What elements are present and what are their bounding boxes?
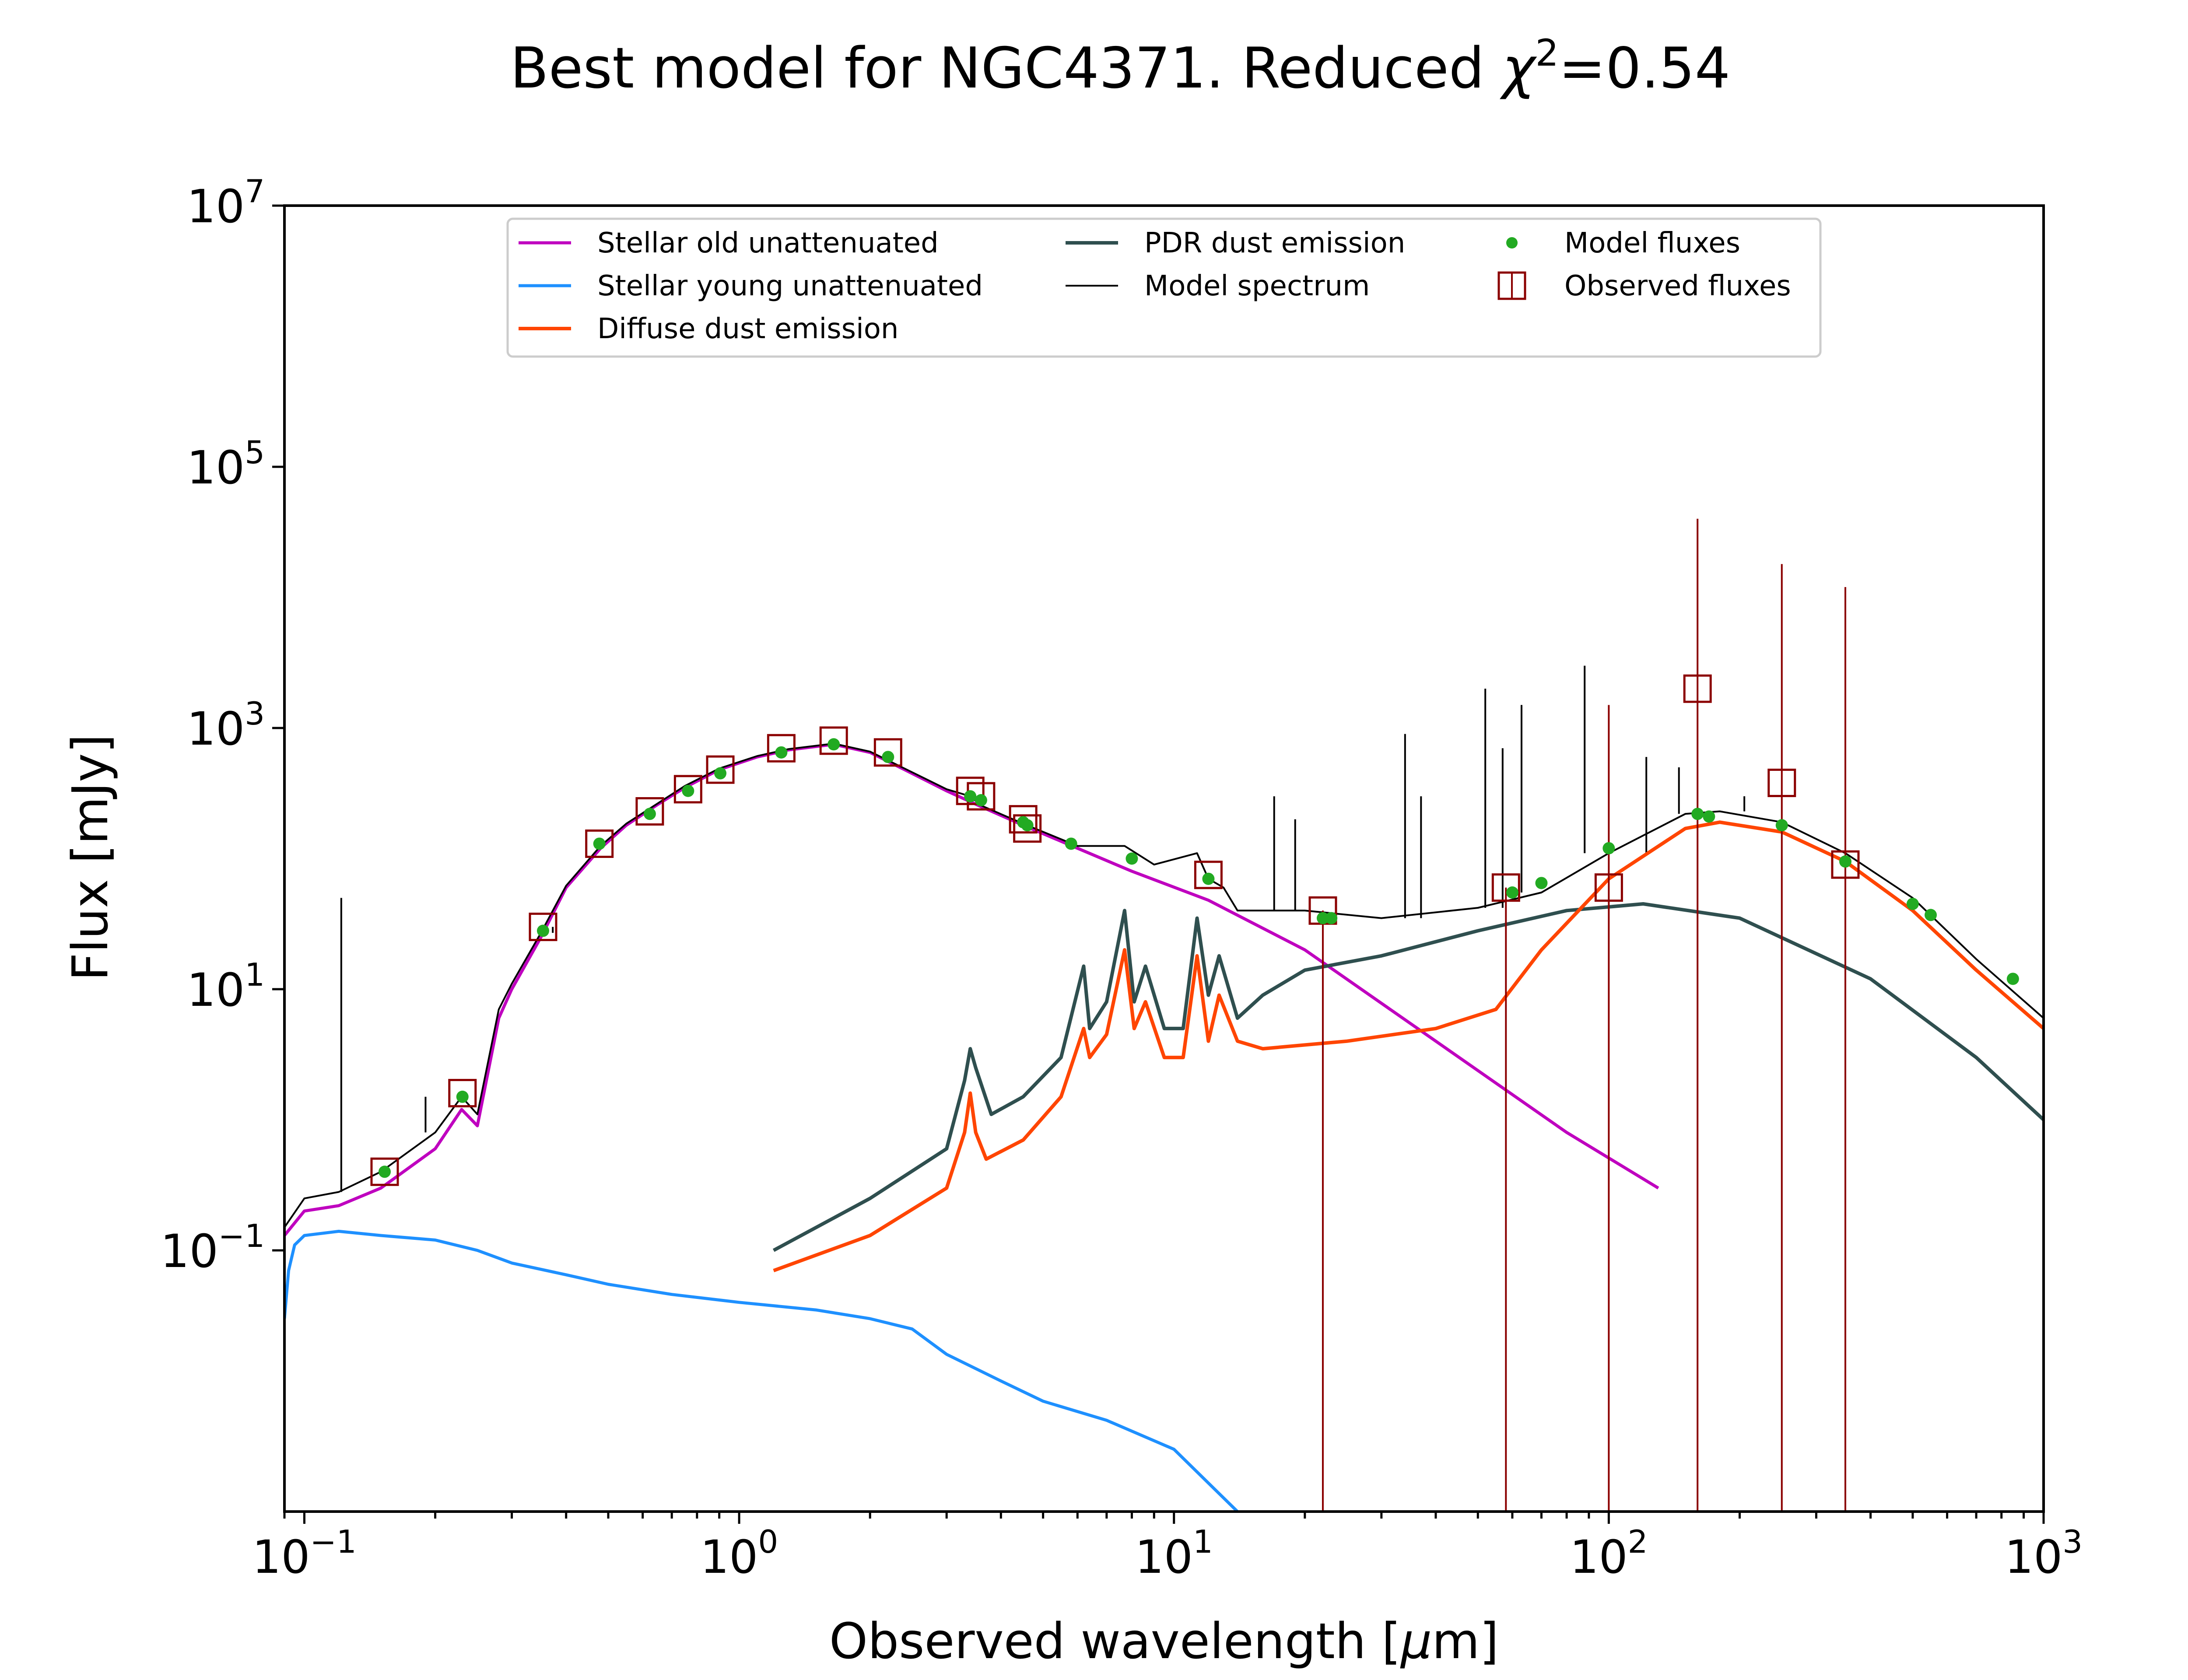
model-flux-point [593,837,606,850]
observed-flux-marker [1009,805,1038,834]
axes-frame [283,204,2045,1513]
model-spectrum-line [284,742,2044,1228]
observed-flux-marker [956,777,985,805]
x-tick-label: 10−1 [252,1523,356,1584]
x-tick-label: 101 [1135,1523,1213,1584]
model-flux-point [536,924,549,937]
model-flux-point [1906,898,1919,910]
model-flux-point [775,746,788,759]
model-flux-point [1316,912,1329,924]
model-flux-point [1602,842,1615,854]
observed-flux-marker [1491,873,1520,902]
model-spectrum-legend-label: Model spectrum [1144,270,1370,302]
observed-flux-marker [585,829,614,858]
diffuse-dust-emission-line [773,820,2044,1272]
legend: Stellar old unattenuated Stellar young un… [506,217,1822,358]
model-flux-point [1703,810,1715,823]
model-flux-point [1691,808,1704,820]
observed-flux-marker [370,1157,399,1186]
y-tick-label: 103 [187,695,265,756]
model-flux-point [1065,837,1077,850]
observed-flux-marker [1194,861,1223,889]
observed-flux-marker [673,775,702,804]
observed-fluxes-legend-label: Observed fluxes [1564,270,1791,302]
observed-flux-marker [1683,674,1712,703]
model-flux-point [714,767,727,780]
observed-flux-marker [1594,873,1623,902]
observed-flux-marker [448,1079,477,1108]
observed-flux-marker [635,797,664,826]
x-tick-label: 102 [1570,1523,1648,1584]
model-flux-point [1506,886,1518,899]
observed-flux-marker [873,738,902,767]
model-flux-point [1839,855,1851,868]
model-flux-point [1925,909,1937,921]
observed-flux-marker [706,755,735,784]
x-tick-label: 103 [2005,1523,2083,1584]
axis-ticks: 10−1 100 101 102 103 10−1 101 103 105 107 [161,173,2083,1584]
model-flux-point [1775,819,1788,832]
model-flux-point [828,738,840,751]
y-tick-label: 101 [187,956,265,1017]
observed-flux-marker [1767,768,1796,797]
y-tick-label: 107 [187,173,265,233]
model-flux-point [1535,877,1548,889]
model-flux-point [882,751,894,763]
observed-flux-marker [819,726,848,755]
pdr-dust-emission-legend-label: PDR dust emission [1144,227,1405,259]
observed-flux-marker [529,913,558,942]
y-tick-label: 10−1 [161,1218,265,1278]
pdr-dust-emission-line [772,902,2044,1252]
plot-area [284,518,2044,1512]
observed-flux-marker [1831,850,1860,879]
model-flux-point [1021,819,1034,832]
model-flux-point [682,784,694,797]
model-flux-point [1325,912,1338,924]
x-axis-label: Observed wavelength [μm] [829,1613,1499,1670]
model-flux-point [643,808,656,820]
model-flux-point [975,794,987,807]
diffuse-dust-emission-legend-label: Diffuse dust emission [597,313,898,345]
y-axis-label: Flux [mJy] [62,734,119,981]
model-fluxes-legend-swatch [1506,237,1518,248]
y-tick-label: 105 [187,434,265,494]
observed-flux-marker [767,734,796,763]
legend-box [506,217,1822,358]
observed-flux-marker [1013,814,1042,843]
model-flux-point [378,1166,391,1178]
model-flux-point [1126,852,1138,865]
x-tick-label: 100 [700,1523,778,1584]
stellar-old-unattenuated-legend-label: Stellar old unattenuated [597,227,939,259]
model-flux-point [456,1090,469,1103]
chart-title: Best model for NGC4371. Reduced χ2=0.54 [510,32,1730,101]
stellar-young-unattenuated-legend-label: Stellar young unattenuated [597,270,983,302]
stellar-young-unattenuated-line [284,1229,1239,1512]
model-flux-point [1202,872,1215,885]
model-flux-point [964,790,977,803]
model-fluxes-legend-label: Model fluxes [1564,227,1740,259]
model-flux-point [2006,973,2019,985]
